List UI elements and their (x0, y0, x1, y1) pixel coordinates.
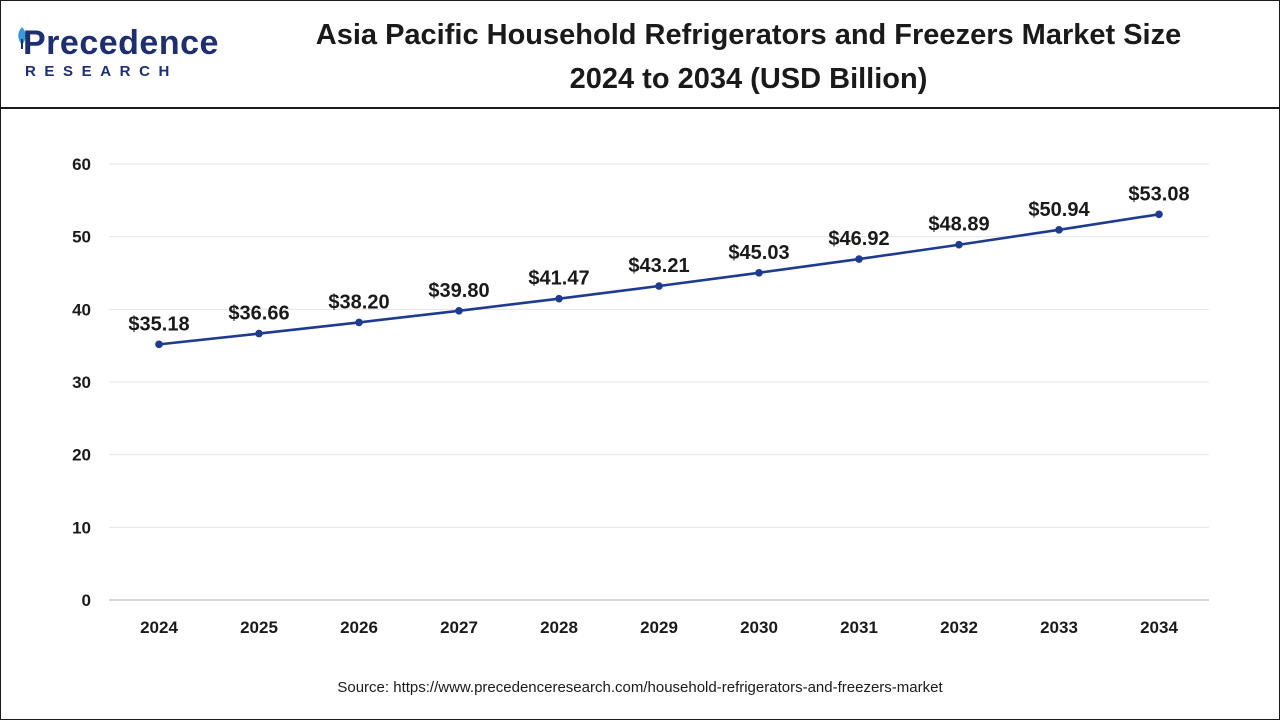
x-tick-label: 2030 (740, 618, 778, 637)
y-tick-label: 50 (72, 228, 91, 247)
x-tick-label: 2034 (1140, 618, 1178, 637)
x-tick-label: 2024 (140, 618, 178, 637)
data-point (655, 282, 663, 290)
y-tick-label: 40 (72, 300, 91, 319)
data-point (355, 318, 363, 327)
data-label: $38.20 (328, 291, 389, 313)
x-axis: 2024 2025 2026 2027 2028 2029 2030 2031 2032 2033… (109, 599, 1209, 637)
brand-tagline: RESEARCH (25, 63, 178, 80)
data-label: $36.66 (228, 303, 289, 325)
brand-logo: Precedence RESEARCH (18, 23, 221, 85)
series-line (158, 213, 1160, 346)
chart-title-line2: 2024 to 2034 (USD Billion) (569, 63, 928, 95)
x-tick-label: 2033 (1040, 618, 1078, 637)
data-point (855, 255, 863, 263)
data-label: $53.08 (1128, 183, 1189, 205)
brand-name: Precedence (23, 24, 219, 62)
x-tick-label: 2032 (940, 618, 978, 637)
y-tick-label: 20 (72, 446, 91, 465)
x-tick-label: 2028 (540, 618, 578, 637)
data-labels: $35.18 $36.66 $38.20 $39.80 $41.47 $43.21 $45.… (128, 183, 1189, 335)
y-axis: 0 10 20 30 40 50 60 (72, 155, 91, 610)
data-point (755, 268, 763, 277)
data-label: $43.21 (628, 255, 689, 277)
data-label: $46.92 (828, 228, 889, 250)
x-tick-label: 2025 (240, 618, 278, 637)
source-note: Source: https://www.precedenceresearch.c… (337, 679, 943, 696)
data-point (155, 340, 163, 349)
header: Precedence RESEARCH Asia Pacific Househo… (1, 1, 1279, 109)
data-label: $50.94 (1028, 199, 1090, 221)
x-tick-label: 2026 (340, 618, 378, 637)
y-tick-label: 0 (82, 591, 91, 610)
data-point (1055, 226, 1063, 234)
data-label: $39.80 (428, 280, 489, 302)
series (155, 210, 1163, 349)
data-point (955, 240, 963, 249)
y-tick-label: 10 (72, 518, 91, 537)
data-point (555, 294, 563, 303)
data-point (255, 329, 263, 338)
data-label: $41.47 (528, 268, 589, 290)
data-label: $48.89 (928, 214, 989, 236)
data-label: $45.03 (728, 242, 789, 264)
leaf-icon (18, 27, 26, 49)
data-label: $35.18 (128, 313, 189, 335)
data-point (455, 306, 463, 315)
y-tick-label: 30 (72, 373, 91, 392)
x-tick-label: 2031 (840, 618, 878, 637)
y-tick-label: 60 (72, 155, 91, 174)
chart-title: Asia Pacific Household Refrigerators and… (251, 13, 1246, 101)
chart-title-line1: Asia Pacific Household Refrigerators and… (315, 19, 1182, 51)
gridlines (109, 163, 1209, 528)
x-tick-label: 2027 (440, 618, 478, 637)
data-point (1155, 210, 1163, 219)
x-tick-label: 2029 (640, 618, 678, 637)
